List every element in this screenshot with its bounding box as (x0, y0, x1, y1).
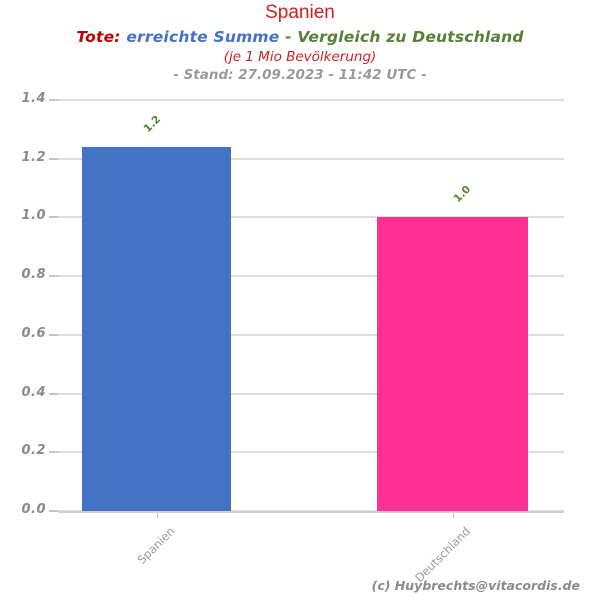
gridline-0.8 (58, 275, 564, 277)
x-tick-deutschland (453, 513, 454, 518)
chart-subnote: (je 1 Mio Bevölkerung) (223, 49, 377, 65)
y-tick-label-0.0: 0.0 (21, 502, 46, 517)
y-tick-label-0.6: 0.6 (21, 326, 46, 341)
x-category-label-spanien: Spanien (134, 524, 177, 567)
bar-value-label-spanien: 1.2 (141, 113, 163, 135)
gridline-1.0 (58, 216, 564, 218)
y-tick-1.4 (49, 99, 58, 101)
bar-deutschland (377, 217, 528, 511)
chart-timestamp: - Stand: 27.09.2023 - 11:42 UTC - (173, 67, 427, 83)
y-tick-1.0 (49, 216, 58, 218)
chart-subtitle: Tote: erreichte Summe - Vergleich zu Deu… (0, 28, 600, 46)
gridline-0.2 (58, 451, 564, 453)
x-category-label-deutschland: Deutschland (411, 524, 473, 585)
y-tick-0.6 (49, 334, 58, 336)
y-tick-label-0.4: 0.4 (21, 385, 46, 400)
x-axis-line (58, 511, 564, 513)
gridline-0.6 (58, 334, 564, 336)
y-tick-0.8 (49, 275, 58, 277)
subtitle-part-1: erreichte Summe (120, 28, 280, 46)
gridline-1.4 (58, 99, 564, 101)
y-tick-label-0.8: 0.8 (21, 267, 46, 282)
y-tick-label-1.2: 1.2 (21, 150, 46, 165)
copyright-credit: (c) Huybrechts@vitacordis.de (371, 578, 580, 593)
bar-spanien (82, 147, 231, 511)
y-tick-1.2 (49, 158, 58, 160)
gridline-1.2 (58, 158, 564, 160)
y-tick-label-1.4: 1.4 (21, 91, 46, 106)
subtitle-part-2: - Vergleich zu Deutschland (279, 28, 524, 46)
bar-value-label-deutschland: 1.0 (451, 183, 473, 205)
gridline-0.4 (58, 393, 564, 395)
chart-title: Spanien (265, 2, 335, 23)
y-tick-0.2 (49, 451, 58, 453)
y-tick-0.4 (49, 393, 58, 395)
chart-header: Spanien Tote: erreichte Summe - Vergleic… (0, 0, 600, 83)
x-tick-spanien (157, 513, 158, 518)
y-tick-label-0.2: 0.2 (21, 443, 46, 458)
y-tick-label-1.0: 1.0 (21, 208, 46, 223)
y-tick-0.0 (49, 510, 58, 512)
subtitle-part-0: Tote: (76, 28, 121, 46)
